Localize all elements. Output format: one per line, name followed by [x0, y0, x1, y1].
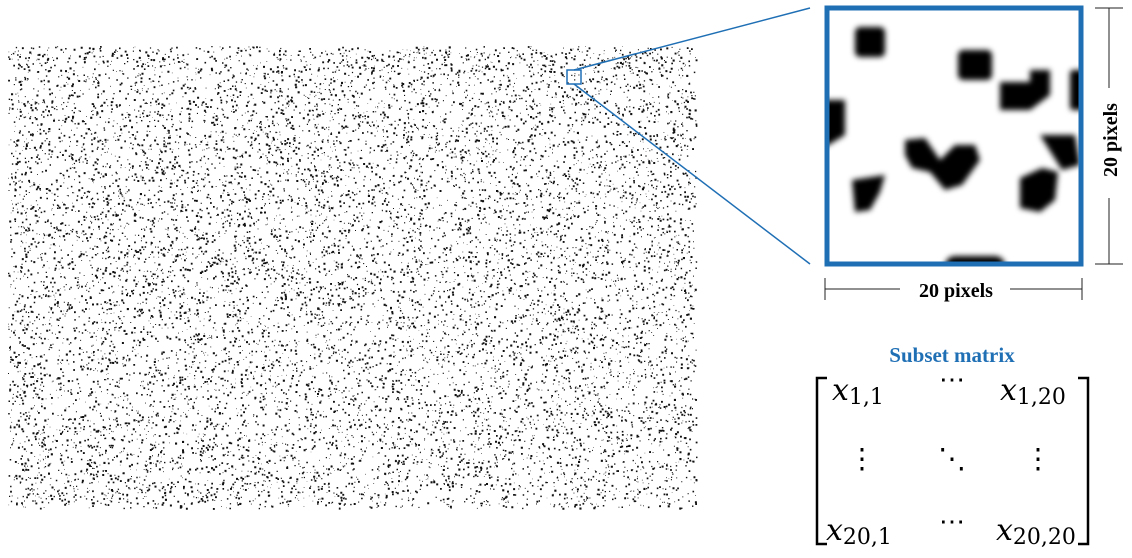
matrix-cell-20-20: x20,20 — [996, 513, 1076, 550]
matrix-left-bracket — [815, 376, 827, 546]
speckle-dots — [7, 46, 698, 510]
zoom-connector-top — [573, 7, 811, 71]
matrix-cell-vdots-right: ⋮ — [1024, 442, 1052, 475]
matrix-cell-1-1: x1,1 — [832, 373, 884, 410]
height-label: 20 pixels — [1100, 103, 1122, 177]
matrix-cell-20-1: x20,1 — [826, 513, 892, 550]
matrix-cell-vdots-left: ⋮ — [848, 442, 876, 475]
subset-matrix-title: Subset matrix — [889, 343, 1015, 367]
width-label: 20 pixels — [919, 280, 993, 302]
speckle-pattern-image — [7, 46, 698, 510]
height-dimension — [1095, 7, 1123, 265]
matrix-cell-20-dots: ⋯ — [939, 507, 965, 537]
matrix-cell-ddots: ⋱ — [938, 442, 966, 475]
subset-selection-box — [566, 69, 582, 85]
matrix-cell-1-20: x1,20 — [1000, 373, 1066, 410]
matrix-cell-1-dots: ⋯ — [939, 365, 965, 395]
zoom-frame — [824, 5, 1084, 267]
zoom-connector-bottom — [573, 83, 811, 265]
matrix-right-bracket — [1078, 376, 1090, 546]
zoomed-subset-view — [827, 8, 1081, 264]
width-dimension — [824, 278, 1083, 300]
